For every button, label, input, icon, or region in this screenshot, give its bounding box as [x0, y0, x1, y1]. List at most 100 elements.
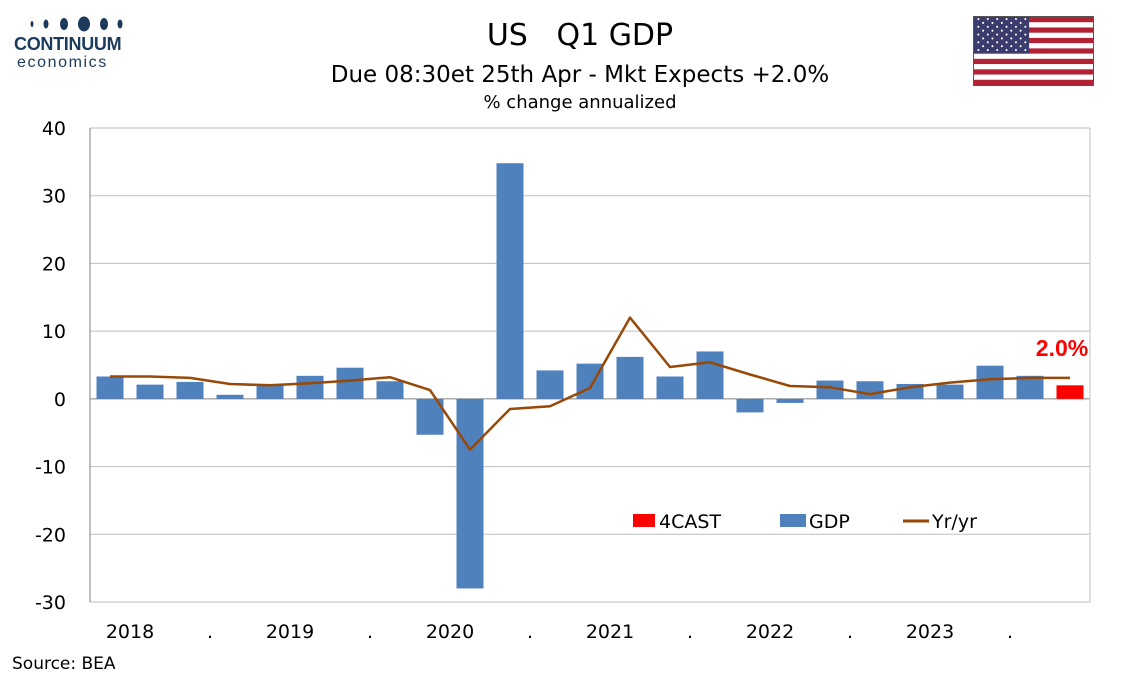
flag-star — [1010, 37, 1013, 40]
flag-star — [996, 25, 999, 28]
gdp-bar — [696, 351, 724, 399]
flag-star — [1005, 48, 1008, 52]
x-tick-label: . — [687, 621, 693, 643]
flag-star — [1005, 33, 1008, 36]
gdp-bar — [136, 384, 164, 399]
legend-label-yoy: Yr/yr — [931, 511, 977, 533]
x-tick-label: . — [1007, 621, 1013, 643]
gdp-bar — [776, 398, 804, 403]
y-tick-label: 40 — [42, 118, 66, 140]
flag-star — [986, 25, 989, 28]
legend-swatch-4cast — [633, 514, 655, 527]
flag-star — [1024, 48, 1027, 52]
gdp-bar — [936, 384, 964, 399]
flag-star — [1019, 45, 1022, 48]
flag-star — [1019, 37, 1022, 40]
y-tick-label: -10 — [35, 457, 66, 479]
flag-star — [1014, 33, 1017, 36]
flag-star — [1005, 25, 1008, 28]
gdp-bar — [256, 383, 284, 399]
flag-star — [982, 37, 985, 40]
flag-star — [1000, 45, 1003, 48]
chart-unit-label: % change annualized — [483, 92, 677, 113]
flag-star — [996, 17, 999, 21]
chart-subtitle: Due 08:30et 25th Apr - Mkt Expects +2.0% — [330, 62, 830, 88]
forecast-label: 2.0% — [1036, 335, 1088, 361]
x-tick-label: . — [527, 621, 533, 643]
flag-star — [996, 33, 999, 36]
y-tick-label: -30 — [35, 592, 66, 614]
gdp-bar — [736, 398, 764, 413]
flag-star — [977, 41, 980, 44]
x-tick-label: . — [207, 621, 213, 643]
logo-wordmark: CONTINUUM — [14, 34, 122, 54]
gdp-bar — [376, 381, 404, 399]
flag-star — [1014, 17, 1017, 21]
flag-star — [1024, 41, 1027, 44]
flag-star — [1000, 29, 1003, 32]
flag-star — [977, 48, 980, 52]
x-tick-label: . — [847, 621, 853, 643]
x-tick-label: 2021 — [586, 621, 634, 643]
legend-label-gdp: GDP — [809, 511, 850, 533]
flag-star — [1019, 29, 1022, 32]
gdp-bar — [536, 370, 564, 399]
legend-label-4cast: 4CAST — [659, 511, 721, 533]
y-tick-label: 30 — [42, 186, 66, 208]
x-tick-label: 2019 — [266, 621, 314, 643]
gdp-bar — [976, 365, 1004, 399]
flag-star — [1024, 25, 1027, 28]
y-tick-label: -20 — [35, 524, 66, 546]
gdp-bar — [336, 367, 364, 399]
y-tick-label: 0 — [54, 389, 66, 411]
forecast-bar — [1056, 385, 1084, 399]
flag-star — [1000, 37, 1003, 40]
x-tick-label: 2018 — [106, 621, 154, 643]
flag-star — [1014, 25, 1017, 28]
source-note: Source: BEA — [12, 654, 116, 674]
flag-star — [986, 17, 989, 21]
gdp-bar — [616, 356, 644, 399]
flag-star — [991, 29, 994, 32]
chart-title: US Q1 GDP — [486, 18, 674, 53]
gdp-bar — [296, 375, 324, 399]
gdp-bar — [816, 380, 844, 399]
x-tick-label: 2020 — [426, 621, 474, 643]
flag-star — [1014, 41, 1017, 44]
gdp-bar — [496, 163, 524, 399]
flag-star — [996, 48, 999, 52]
flag-star — [986, 48, 989, 52]
flag-star — [1014, 48, 1017, 52]
flag-star — [977, 33, 980, 36]
flag-star — [986, 41, 989, 44]
gdp-bar — [456, 398, 484, 589]
flag-star — [991, 21, 994, 25]
flag-star — [1024, 17, 1027, 21]
flag-star — [1010, 21, 1013, 25]
flag-star — [1005, 41, 1008, 44]
y-tick-label: 10 — [42, 321, 66, 343]
gdp-bar — [176, 381, 204, 399]
yoy-line — [110, 316, 1070, 451]
flag-star — [982, 21, 985, 25]
logo-tagline: economics — [17, 54, 108, 71]
flag-star — [991, 37, 994, 40]
flag-star — [986, 33, 989, 36]
flag-star — [1010, 45, 1013, 48]
flag-star — [1019, 21, 1022, 25]
x-tick-label: 2022 — [746, 621, 794, 643]
logo-dots-icon — [30, 16, 123, 32]
flag-star — [977, 25, 980, 28]
flag-star — [1000, 21, 1003, 25]
x-tick-label: 2023 — [906, 621, 954, 643]
continuum-logo: CONTINUUM economics — [14, 14, 144, 76]
flag-star — [991, 45, 994, 48]
flag-star — [977, 17, 980, 21]
flag-star — [1024, 33, 1027, 36]
gdp-bar — [96, 376, 124, 399]
flag-star — [1010, 29, 1013, 32]
flag-star — [982, 29, 985, 32]
gdp-bar — [856, 381, 884, 399]
flag-star — [1005, 17, 1008, 21]
